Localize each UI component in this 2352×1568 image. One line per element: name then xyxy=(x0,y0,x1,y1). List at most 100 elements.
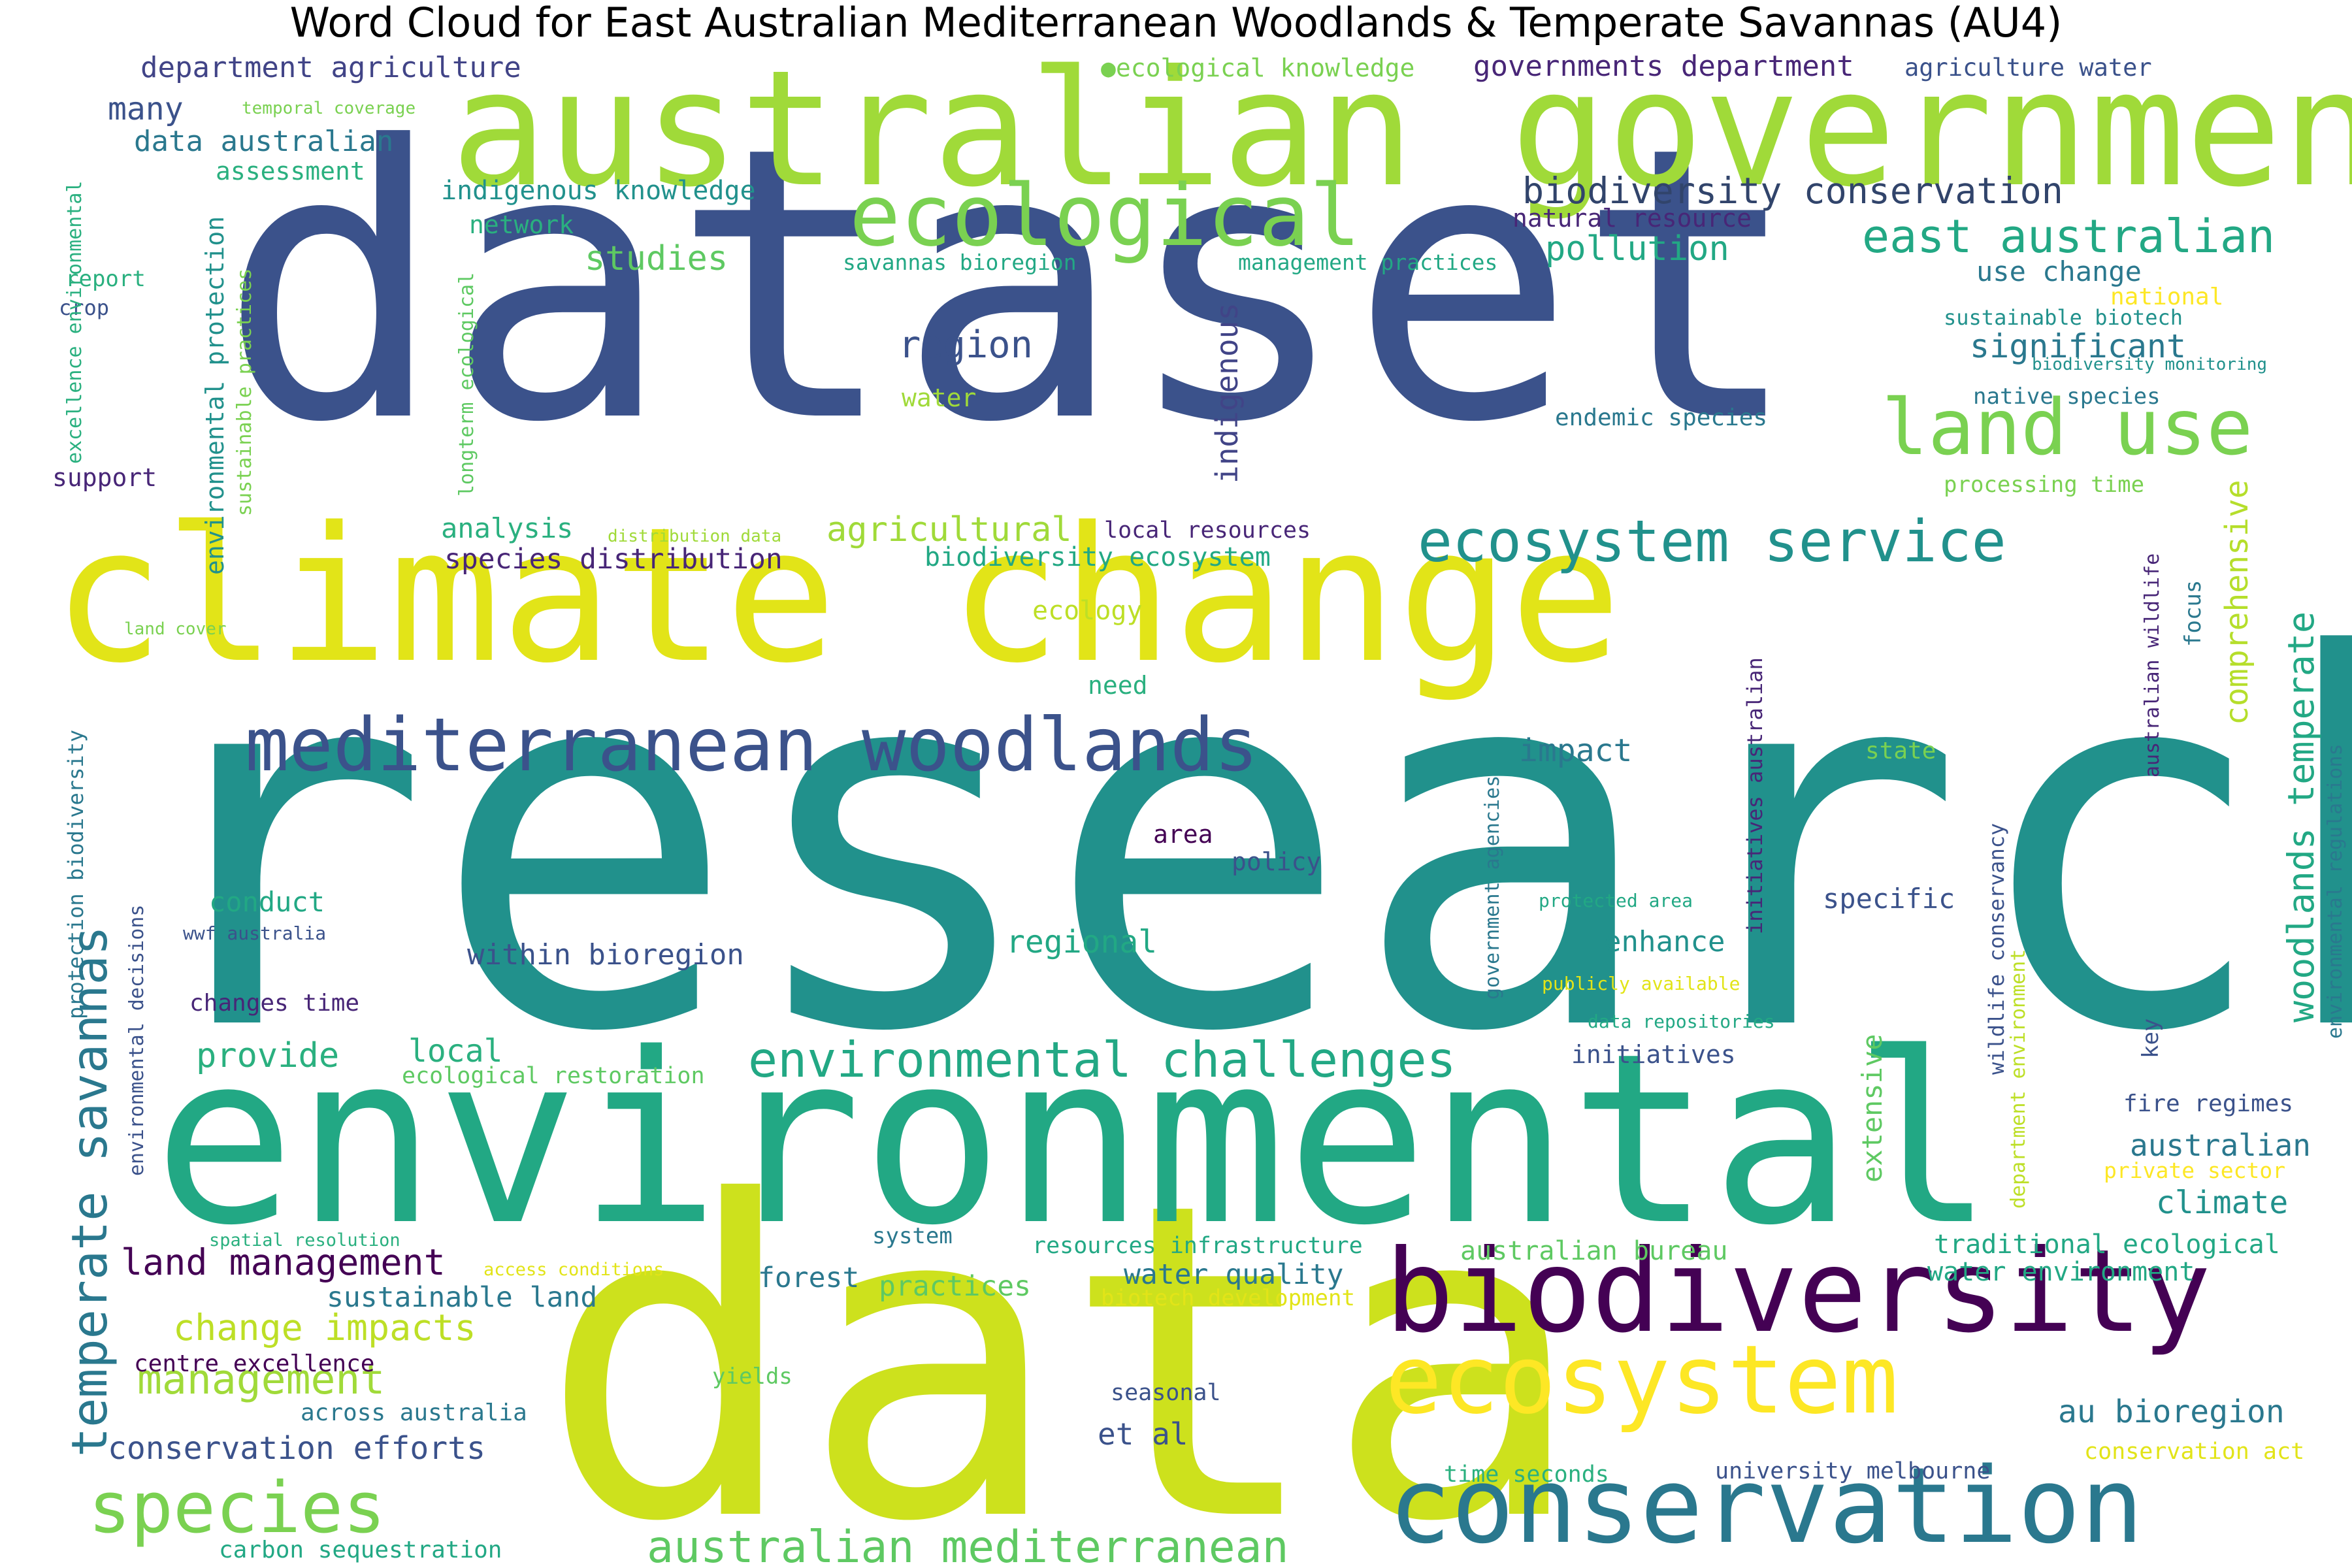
word-ecology: ecology xyxy=(1032,596,1143,626)
word-significant: significant xyxy=(1970,327,2187,365)
word-land-use: land use xyxy=(1882,382,2253,472)
word-network: network xyxy=(469,210,574,239)
word-comprehensive: comprehensive xyxy=(2219,480,2255,725)
word-wwf-australia: wwf australia xyxy=(183,923,327,944)
word-processing-time: processing time xyxy=(1944,472,2145,498)
word-australian: australian xyxy=(2130,1128,2311,1163)
word-university-melbourne: university melbourne xyxy=(1715,1458,1991,1484)
word-area: area xyxy=(1153,820,1213,849)
word-environmental-protection: environmental protection xyxy=(201,216,229,575)
word-woodlands-temperate: woodlands temperate xyxy=(2280,611,2322,1022)
word-distribution-data: distribution data xyxy=(608,527,782,546)
word-traditional-ecological: traditional ecological xyxy=(1934,1230,2280,1260)
word-crop: crop xyxy=(59,295,110,320)
word-endemic-species: endemic species xyxy=(1555,404,1768,431)
word-analysis: analysis xyxy=(441,512,574,544)
word-governments-department: governments department xyxy=(1473,50,1854,83)
word-protected-area: protected area xyxy=(1539,890,1693,911)
word-yields: yields xyxy=(712,1364,792,1390)
word-need: need xyxy=(1088,671,1148,700)
word-species: species xyxy=(88,1467,386,1549)
word-conservation-efforts: conservation efforts xyxy=(108,1430,485,1467)
word-et-al: et al xyxy=(1098,1416,1188,1452)
word-time-seconds: time seconds xyxy=(1444,1462,1609,1488)
word-impact: impact xyxy=(1519,732,1633,769)
word-conservation: conservation xyxy=(1388,1445,2144,1567)
word-region: region xyxy=(898,323,1033,367)
word-australian-bureau: australian bureau xyxy=(1460,1236,1728,1266)
word-government-agencies: government agencies xyxy=(1481,775,1504,1000)
word-local-resources: local resources xyxy=(1104,517,1311,544)
word-data-australian: data australian xyxy=(134,125,394,158)
word-studies: studies xyxy=(585,239,728,278)
word-management: management xyxy=(137,1356,385,1403)
word-carbon-sequestration: carbon sequestration xyxy=(219,1537,502,1563)
word-specific: specific xyxy=(1823,883,1955,915)
word-native-species: native species xyxy=(1973,384,2161,410)
word-water-environment: water environment xyxy=(1927,1257,2195,1287)
word-savannas-bioregion: savannas bioregion xyxy=(843,250,1077,275)
word-longterm-ecological: longterm ecological xyxy=(455,272,478,497)
word-biodiversity-conservation: biodiversity conservation xyxy=(1522,170,2063,212)
word-state: state xyxy=(1865,738,1936,764)
word-conservation-act: conservation act xyxy=(2084,1439,2305,1465)
word-excellence-environmental: excellence environmental xyxy=(63,180,86,464)
word-centre-excellence: centre excellence xyxy=(134,1350,375,1377)
word-environmental: environmental xyxy=(154,1003,1995,1277)
word-biodiversity: biodiversity xyxy=(1385,1226,2212,1358)
word-ecological: ecological xyxy=(849,166,1361,265)
word-climate-change: climate change xyxy=(52,487,1622,704)
chart-title: Word Cloud for East Australian Mediterra… xyxy=(289,0,2063,46)
word-seasonal: seasonal xyxy=(1111,1380,1221,1406)
word-biotech-development: biotech development xyxy=(1101,1285,1355,1311)
word-conduct: conduct xyxy=(209,886,325,918)
word-extensive: extensive xyxy=(1856,1034,1888,1183)
word-ecological-restoration: ecological restoration xyxy=(402,1063,705,1089)
word-within-bioregion: within bioregion xyxy=(467,938,744,972)
word-department-agriculture: department agriculture xyxy=(140,51,521,84)
word-environmental-regulations: environmental regulations xyxy=(2324,743,2347,1039)
word-publicly-available: publicly available xyxy=(1542,973,1740,994)
word-across-australia: across australia xyxy=(301,1399,527,1426)
word-department-environment: department environment xyxy=(2007,949,2030,1209)
word-agriculture-water: agriculture water xyxy=(1904,54,2152,82)
word-data-repositories: data repositories xyxy=(1588,1011,1775,1032)
word-support: support xyxy=(52,463,157,492)
word-ecological-knowledge: ●ecological knowledge xyxy=(1101,54,1415,82)
word-australian-government: australian government xyxy=(451,36,2352,222)
word-access-conditions: access conditions xyxy=(483,1260,664,1280)
word-land-cover: land cover xyxy=(124,619,227,639)
word-au-bioregion: au bioregion xyxy=(2058,1394,2285,1430)
word-focus: focus xyxy=(2180,580,2206,647)
word-protection-biodiversity: protection biodiversity xyxy=(63,729,88,1019)
word-water-quality: water quality xyxy=(1124,1258,1344,1291)
word-temporal-coverage: temporal coverage xyxy=(242,99,416,118)
word-agricultural: agricultural xyxy=(826,510,1072,549)
word-initiatives: initiatives xyxy=(1571,1040,1736,1069)
word-many: many xyxy=(108,91,184,127)
word-use-change: use change xyxy=(1976,255,2142,287)
word-policy: policy xyxy=(1232,847,1322,876)
word-dataset: dataset xyxy=(219,67,1803,504)
word-key: key xyxy=(2138,1018,2164,1058)
word-biodiversity-ecosystem: biodiversity ecosystem xyxy=(924,542,1271,572)
word-species-distribution: species distribution xyxy=(444,543,783,576)
word-australian-mediterranean: australian mediterranean xyxy=(647,1522,1289,1568)
word-east-australian: east australian xyxy=(1862,210,2276,263)
word-natural-resource: natural resource xyxy=(1512,204,1752,233)
word-ecosystem: ecosystem xyxy=(1385,1325,1899,1435)
word-system: system xyxy=(872,1223,953,1249)
word-environmental-challenges: environmental challenges xyxy=(748,1031,1456,1088)
word-wildlife-conservancy: wildlife conservancy xyxy=(1984,823,2009,1075)
word-research: research xyxy=(124,549,2352,1143)
word-spatial-resolution: spatial resolution xyxy=(209,1230,400,1250)
word-climate: climate xyxy=(2156,1184,2289,1221)
word-practices: practices xyxy=(879,1270,1031,1303)
word-initiatives-australian: initiatives australian xyxy=(1742,657,1767,934)
word-ecosystem-service: ecosystem service xyxy=(1418,508,2006,575)
word-biodiversity-monitoring: biodiversity monitoring xyxy=(2032,355,2268,374)
word-pollution: pollution xyxy=(1545,229,1729,269)
word-sustainable-practices: sustainable practices xyxy=(233,268,256,516)
word-water: water xyxy=(902,384,977,412)
